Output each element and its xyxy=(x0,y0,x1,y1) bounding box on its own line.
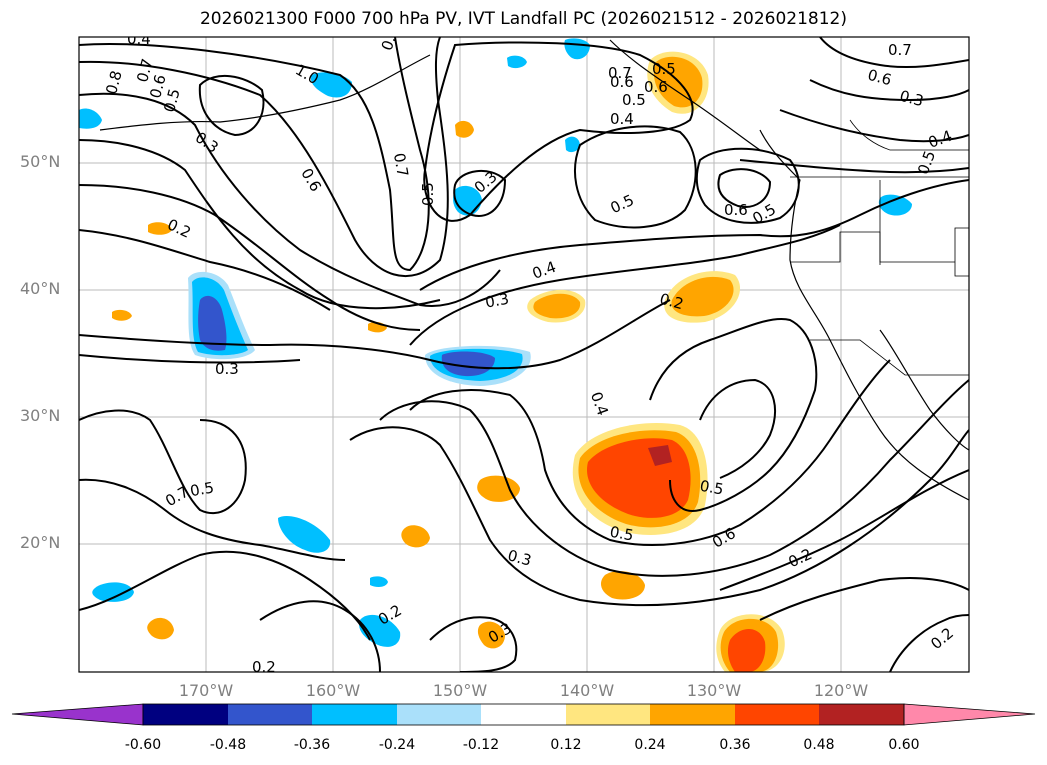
lon-label: 130°W xyxy=(686,681,742,700)
colorbar-tick: 0.36 xyxy=(719,737,751,753)
colorbar-segment xyxy=(735,704,819,725)
colorbar-segment xyxy=(566,704,650,725)
lon-label: 150°W xyxy=(432,681,488,700)
contour-label: 0.6 xyxy=(610,73,634,91)
contour-label: 0.2 xyxy=(252,658,276,676)
contour-labels: 0.4 0.8 0.7 0.6 0.5 1.0 0.8 0.6 0.7 0.6 … xyxy=(102,30,957,676)
colorbar-segment xyxy=(228,704,312,725)
colorbar-segment xyxy=(11,703,144,726)
contour-label: 0.3 xyxy=(506,546,534,570)
lat-label: 50°N xyxy=(20,152,61,171)
colorbar-tick: -0.12 xyxy=(462,737,500,753)
lon-label: 160°W xyxy=(305,681,361,700)
colorbar-segment xyxy=(397,704,481,725)
colorbar-tick: -0.48 xyxy=(209,737,247,753)
lat-label: 20°N xyxy=(20,533,61,552)
colorbar-tick: 0.60 xyxy=(888,737,920,753)
colorbar-segment xyxy=(312,704,397,725)
political-borders xyxy=(790,119,969,376)
contour-label: 0.7 xyxy=(133,57,157,85)
colorbar-tick: 0.24 xyxy=(634,737,666,753)
map-title: 2026021300 F000 700 hPa PV, IVT Landfall… xyxy=(199,9,847,29)
contour-label: 0.4 xyxy=(127,30,151,48)
map-frame xyxy=(78,36,970,673)
contour-label: 0.4 xyxy=(610,110,634,128)
lat-label: 30°N xyxy=(20,406,61,425)
colorbar-tick: -0.24 xyxy=(378,737,416,753)
contour-label: 0.2 xyxy=(658,290,686,314)
contour-label: 0.8 xyxy=(102,69,126,97)
contour-label: 0.5 xyxy=(698,477,725,499)
pv-contours xyxy=(79,37,969,672)
lon-label: 170°W xyxy=(178,681,234,700)
colorbar-tick: -0.36 xyxy=(293,737,331,753)
contour-label: 0.7 xyxy=(888,41,912,59)
contour-label: 0.6 xyxy=(866,66,894,90)
shaded-regions xyxy=(79,38,912,672)
contour-label: 0.3 xyxy=(898,87,926,111)
colorbar-segment xyxy=(903,703,1036,726)
contour-label: 0.3 xyxy=(484,290,511,312)
colorbar-tick: -0.60 xyxy=(124,737,162,753)
colorbar-segment xyxy=(650,704,735,725)
contour-label: 0.5 xyxy=(160,87,184,115)
contour-label: 0.6 xyxy=(146,73,170,101)
colorbar-segment xyxy=(819,704,904,725)
colorbar-tick: 0.12 xyxy=(550,737,582,753)
contour-label: 0.7 xyxy=(390,152,412,179)
lat-label: 40°N xyxy=(20,279,61,298)
contour-label: 0.3 xyxy=(215,360,239,378)
contour-label: 0.5 xyxy=(608,523,635,545)
contour-label: 0.6 xyxy=(724,201,748,219)
colorbar-segment xyxy=(143,704,228,725)
contour-label: 0.5 xyxy=(652,60,676,78)
contour-label: 0.7 xyxy=(608,64,632,82)
contour-label: 0.5 xyxy=(189,478,216,500)
colorbar xyxy=(11,703,1036,726)
contour-label: 0.5 xyxy=(622,91,646,109)
colorbar-tick: 0.48 xyxy=(803,737,835,753)
contour-label: 0.5 xyxy=(419,182,437,206)
lon-label: 140°W xyxy=(559,681,615,700)
lon-label: 120°W xyxy=(813,681,869,700)
contour-label: 0.6 xyxy=(644,78,668,96)
colorbar-segment xyxy=(481,704,566,725)
